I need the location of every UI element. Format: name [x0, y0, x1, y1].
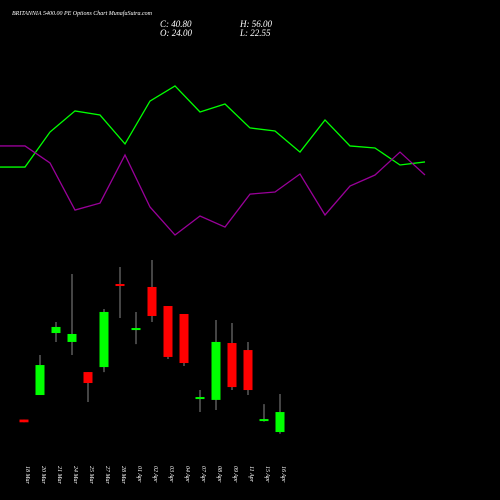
candle-body	[67, 333, 77, 342]
candle-body	[211, 341, 221, 400]
candle-body	[99, 311, 109, 368]
candle-body	[51, 326, 61, 334]
candle-body	[147, 286, 157, 317]
high-label: H: 56.00	[239, 19, 272, 29]
candle-body	[243, 350, 253, 391]
candle-body	[83, 372, 93, 384]
candle-body	[275, 412, 285, 433]
indicator-line	[0, 85, 426, 168]
x-tick-label: 28 Mar	[120, 466, 126, 484]
indicator-line	[0, 145, 426, 236]
open-label: O: 24.00	[160, 28, 192, 38]
x-tick-label: 27 Mar	[104, 466, 110, 484]
candle-body	[195, 397, 205, 400]
candle-body	[35, 365, 45, 396]
x-tick-label: 25 Mar	[88, 466, 94, 484]
x-tick-label: 07 Apr	[200, 466, 206, 483]
chart-title: BRITANNIA 5400.00 PE Options Chart Munaf…	[12, 10, 153, 17]
candle-body	[179, 313, 189, 364]
x-tick-label: 21 Mar	[56, 466, 62, 484]
close-label: C: 40.80	[160, 19, 192, 29]
x-tick-label: 03 Apr	[168, 466, 174, 483]
candle-body	[259, 419, 269, 422]
candle-body	[115, 284, 125, 287]
candle-body	[227, 343, 237, 388]
x-tick-label: 04 Apr	[184, 466, 191, 483]
candle-body	[19, 419, 29, 423]
x-tick-label: 02 Apr	[152, 466, 158, 483]
low-label: L: 22.55	[239, 28, 271, 38]
x-tick-label: 09 Apr	[232, 466, 238, 483]
x-tick-label: 15 Apr	[264, 466, 270, 483]
x-tick-label: 11 Apr	[248, 466, 254, 483]
x-tick-label: 18 Mar	[24, 466, 30, 484]
x-tick-label: 24 Mar	[72, 466, 79, 484]
candle-body	[131, 328, 141, 331]
x-tick-label: 20 Mar	[40, 466, 46, 484]
candle-body	[163, 306, 173, 357]
x-tick-label: 16 Apr	[280, 466, 286, 483]
x-tick-label: 08 Apr	[216, 466, 222, 483]
x-tick-label: 01 Apr	[136, 466, 142, 483]
